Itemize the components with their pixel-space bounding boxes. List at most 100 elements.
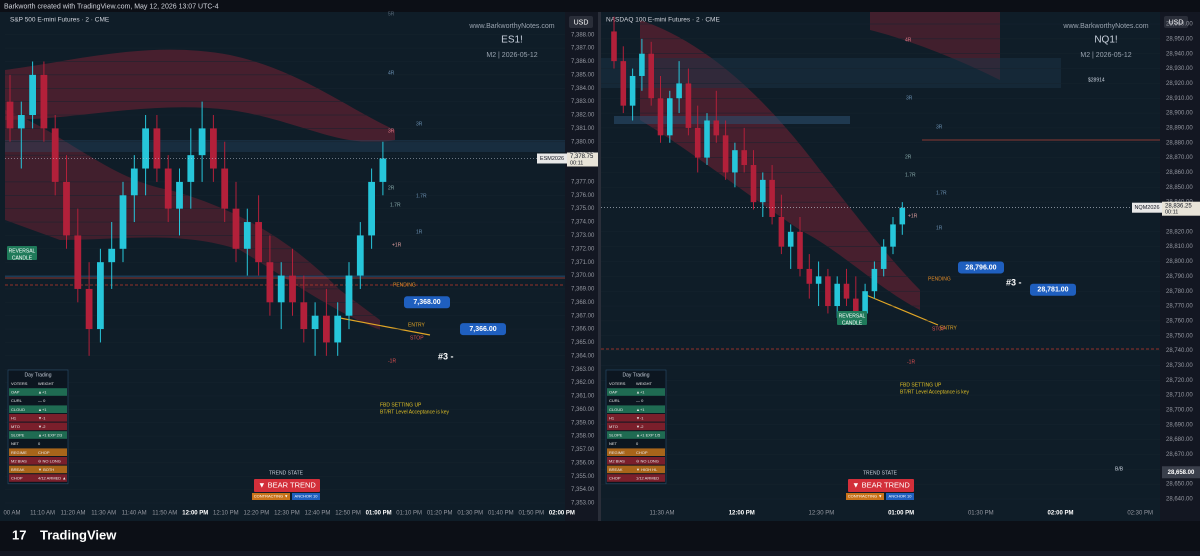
table-row — [607, 422, 665, 431]
y-tick-label: 28,940.00 — [1166, 51, 1193, 57]
y-tick-label: 7,360.00 — [571, 407, 595, 413]
x-tick-label: 12:30 PM — [274, 511, 300, 517]
table-cell: ▼-2 — [636, 424, 644, 429]
table-row — [607, 457, 665, 465]
candle-body — [85, 288, 93, 330]
table-row — [607, 431, 665, 439]
x-tick-label: 12:30 PM — [809, 511, 835, 517]
trend-state: ▼ BEAR TREND — [852, 480, 910, 489]
y-tick-label: 7,383.00 — [571, 99, 595, 105]
candle-body — [164, 168, 172, 209]
table-cell: 1/12 ARMED — [636, 476, 659, 481]
table-cell: OAP — [11, 390, 20, 395]
table-title: Day Trading — [25, 372, 52, 378]
y-tick-label: 7,364.00 — [571, 353, 595, 359]
table-cell: ▲+1 — [38, 390, 47, 395]
candle-body — [323, 315, 330, 343]
y-tick-label: 7,368.00 — [571, 300, 595, 306]
currency: USD — [1169, 19, 1184, 26]
y-tick-label: 28,670.00 — [1166, 452, 1193, 458]
table-cell: ▲+1 EXP 2/3 — [38, 433, 63, 438]
y-tick-label: 28,720.00 — [1166, 378, 1193, 384]
annotation: +1R — [392, 242, 402, 248]
annotation: 3R — [388, 128, 395, 134]
price-tag — [1162, 201, 1200, 216]
x-tick-label: 00 AM — [3, 511, 20, 517]
table-cell: REGIME — [11, 450, 27, 455]
level-label: 28,781.00 — [1037, 287, 1068, 294]
table-cell: WEIGHT — [38, 381, 55, 386]
trend-title: TREND STATE — [269, 470, 304, 476]
y-tick-label: 7,373.00 — [571, 233, 595, 239]
x-tick-label: 12:00 PM — [182, 511, 208, 517]
table-cell: ▼-1 — [636, 415, 644, 420]
y-tick-label: 28,880.00 — [1166, 140, 1193, 146]
candle-body — [368, 181, 375, 236]
candle-body — [639, 53, 645, 76]
y-tick-label: 28,710.00 — [1166, 393, 1193, 399]
candle-body — [741, 150, 747, 166]
symbol-tag — [537, 153, 567, 164]
annotation: REVERSAL — [839, 313, 866, 319]
x-tick-label: 01:40 PM — [488, 511, 514, 517]
annotation: 3R — [936, 124, 943, 130]
annotation: 1.7R — [416, 193, 427, 199]
watermark-site: www.BarkworthyNotes.com — [1062, 23, 1148, 30]
y-tick-label: 28,740.00 — [1166, 348, 1193, 354]
x-tick-label: 12:10 PM — [213, 511, 239, 517]
candle-body — [356, 235, 364, 276]
header-bar — [0, 0, 1200, 12]
table-row — [607, 405, 665, 413]
table-cell: ▲+1 EXP 1/5 — [636, 433, 661, 438]
annotation: -1R — [388, 358, 396, 364]
annotation: 1R — [936, 225, 943, 231]
annotation: 3R — [416, 121, 423, 127]
table-cell: BREAK — [609, 467, 623, 472]
level-badge — [404, 296, 450, 309]
footer-bar — [0, 521, 1200, 551]
candle-body — [289, 275, 296, 303]
annotation: CANDLE — [842, 320, 863, 326]
candle-body — [880, 246, 887, 269]
annotation: $28914 — [1088, 77, 1105, 83]
candle-body — [648, 53, 654, 99]
x-tick-label: 01:30 PM — [457, 511, 483, 517]
candle-body — [97, 262, 104, 330]
entry-line — [865, 294, 939, 326]
y-tick-label: 28,900.00 — [1166, 111, 1193, 117]
candle-body — [843, 283, 850, 299]
annotation: #3 - — [438, 351, 454, 361]
level-badge — [1030, 283, 1076, 296]
annotation: +1R — [908, 213, 918, 219]
table-cell: ▲+1 — [636, 390, 645, 395]
table-row — [9, 448, 67, 456]
candle-body — [130, 168, 138, 196]
table-cell: ▼-1 — [38, 415, 46, 420]
y-tick-label: 7,372.00 — [571, 246, 595, 252]
y-tick-label: 28,750.00 — [1166, 333, 1193, 339]
candle-body — [221, 168, 229, 209]
cloud-band — [640, 20, 920, 310]
x-tick-label: 11:10 AM — [30, 511, 55, 517]
watermark-ticker: ES1! — [501, 35, 523, 46]
y-tick-label: 28,960.00 — [1166, 22, 1193, 28]
candle-body — [40, 74, 48, 129]
divider — [598, 12, 601, 521]
candle-body — [676, 83, 682, 99]
y-tick-label: 28,650.00 — [1166, 482, 1193, 488]
candle-body — [899, 207, 906, 225]
table-row — [9, 465, 67, 474]
candle-body — [834, 283, 840, 307]
candle-body — [797, 231, 803, 269]
symbol-tag-text: ESM2026 — [540, 156, 564, 162]
symbol-tag-text: NQM2026 — [1134, 205, 1159, 211]
candle-body — [667, 98, 673, 136]
candle-body — [760, 179, 766, 203]
annotation: FBD SETTING UP — [380, 402, 422, 408]
x-tick-label: 12:00 PM — [729, 511, 755, 517]
x-tick-label: 01:20 PM — [427, 511, 453, 517]
x-tick-label: 12:20 PM — [244, 511, 270, 517]
y-tick-label: 7,354.00 — [571, 487, 595, 493]
candle-body — [815, 276, 822, 284]
